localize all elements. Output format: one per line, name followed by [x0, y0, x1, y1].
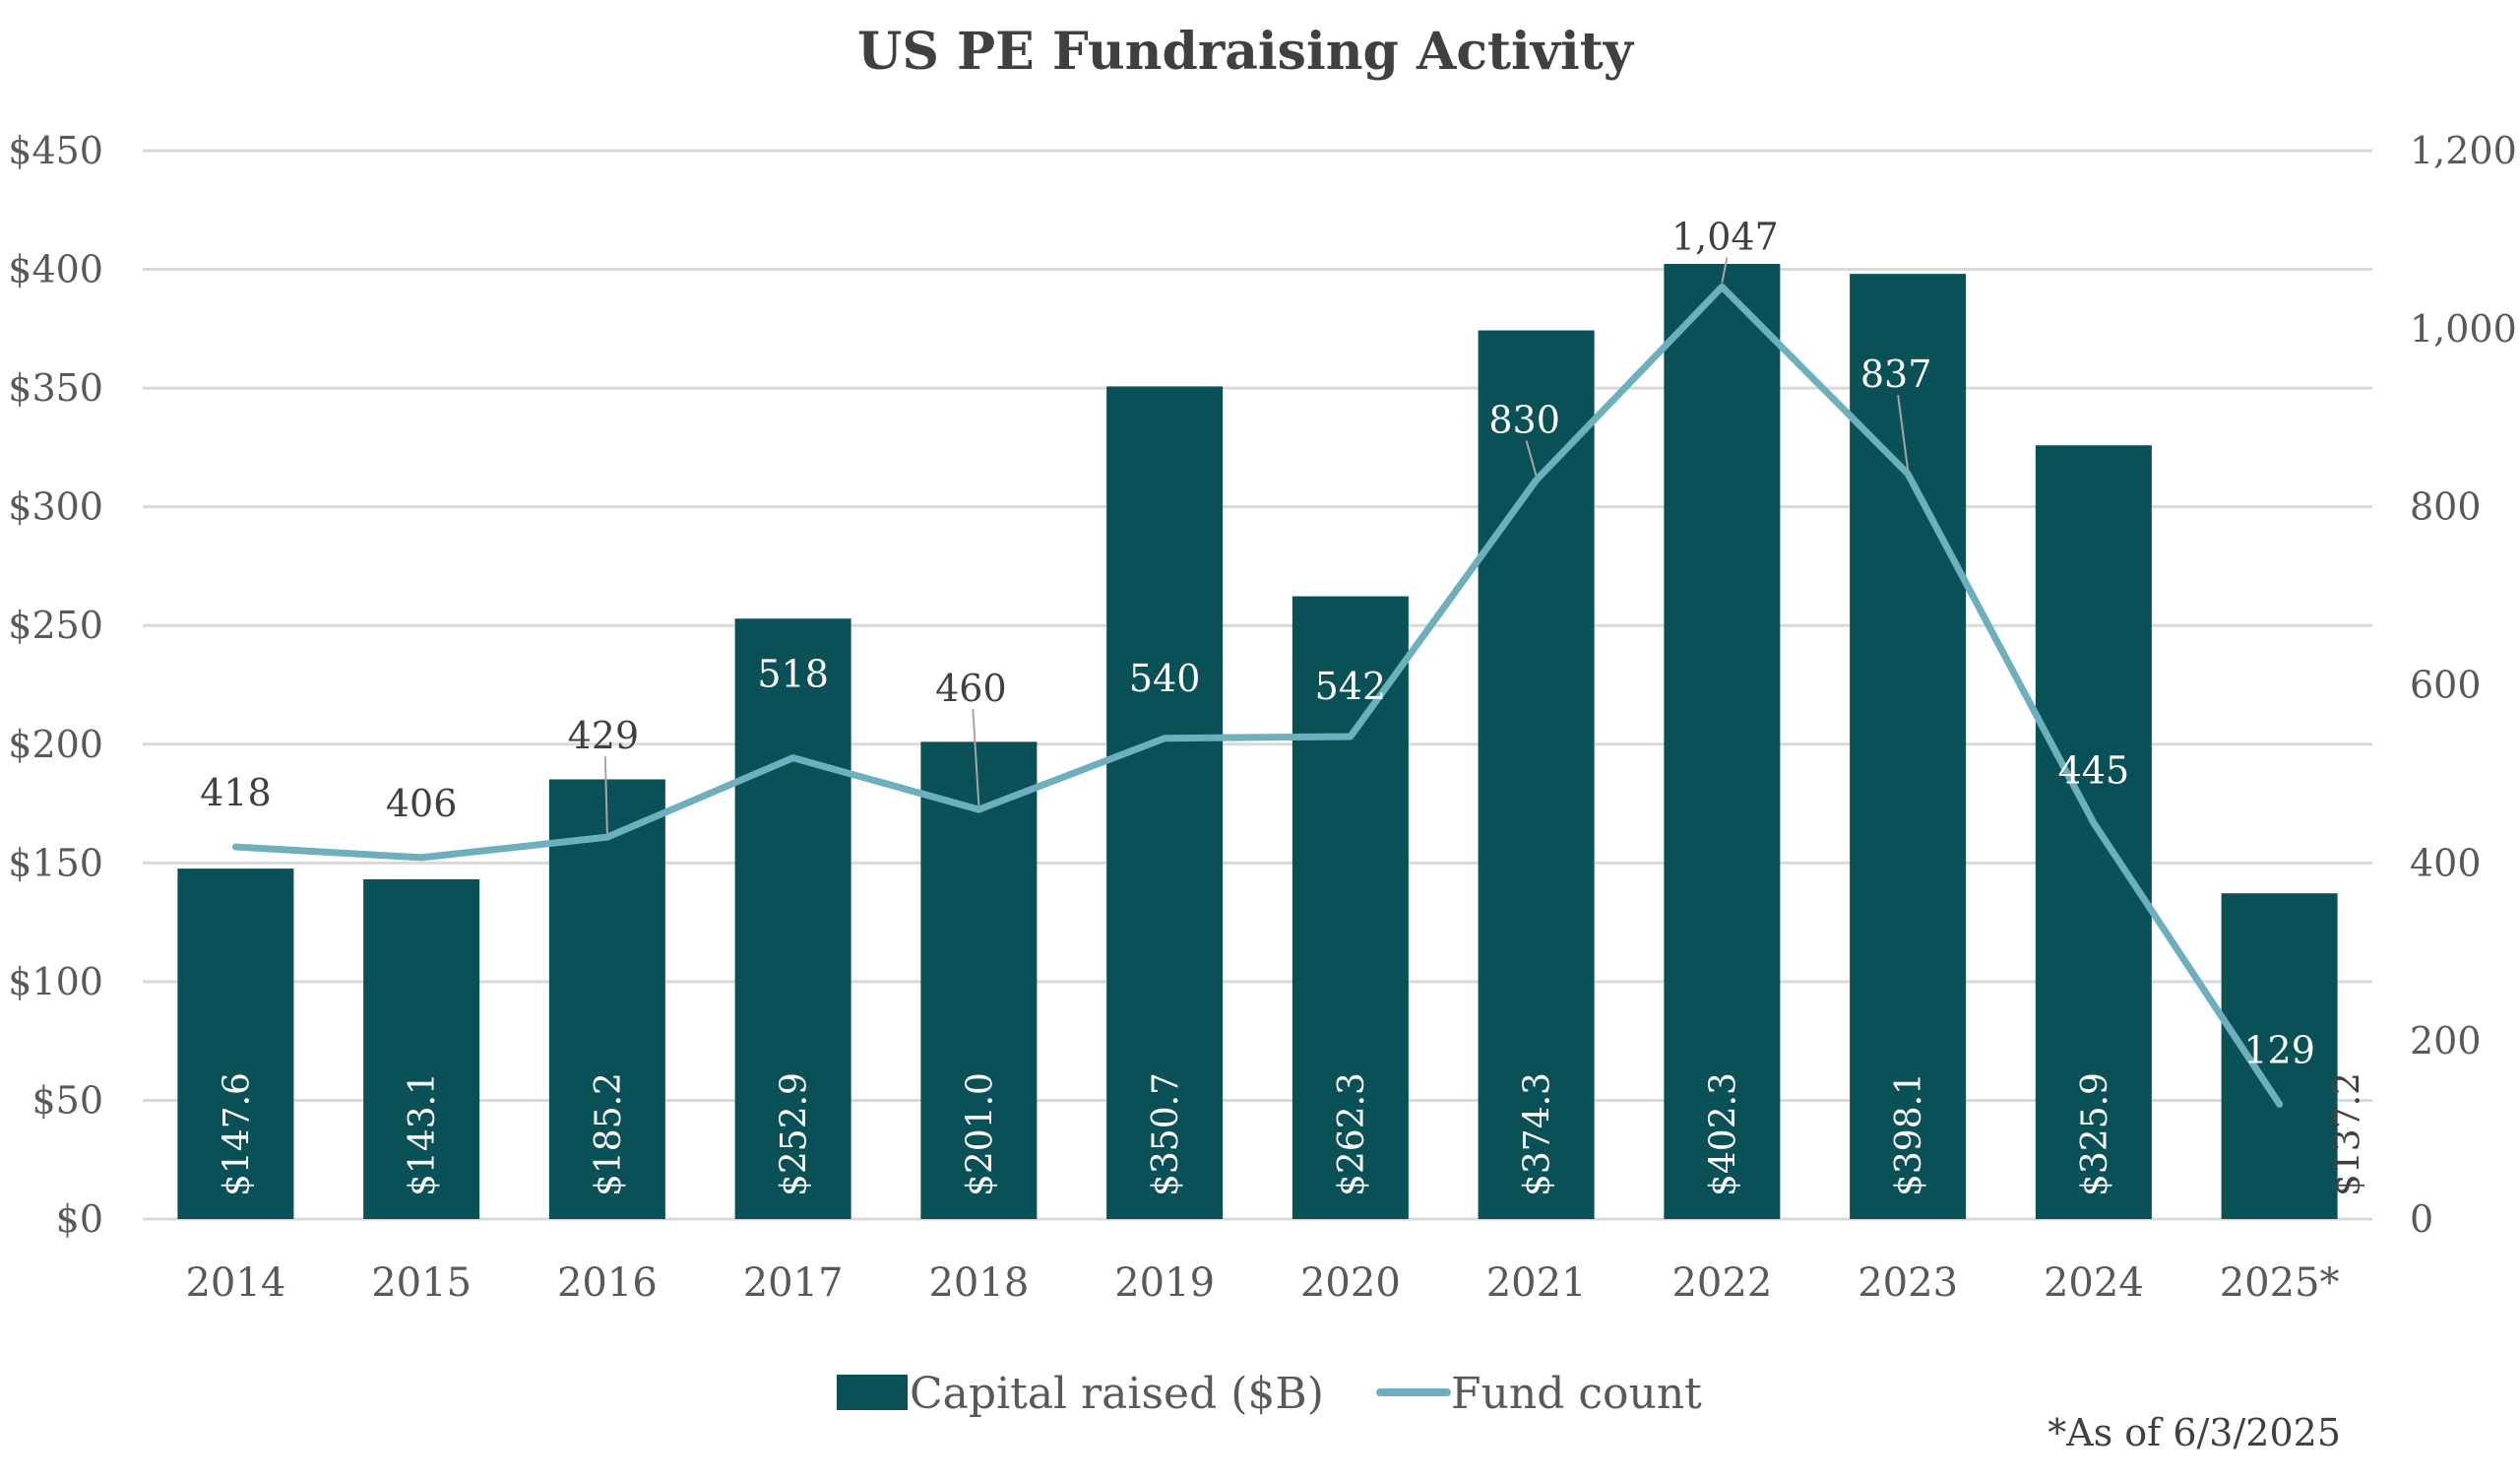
line-data-label: 837 [1860, 353, 1932, 396]
bar [2035, 445, 2152, 1220]
y-right-tick-label: 200 [2410, 1019, 2482, 1062]
y-right-tick-label: 400 [2410, 841, 2482, 884]
leader-line [972, 709, 980, 806]
y-right-tick-label: 1,000 [2410, 307, 2517, 351]
x-tick-label: 2021 [1486, 1260, 1587, 1306]
line-series [231, 283, 2284, 1108]
leader-line [1721, 257, 1729, 284]
y-left-tick-label: $200 [8, 723, 103, 766]
y-left-tick-label: $350 [8, 366, 103, 410]
bar-data-label: $325.9 [2075, 1072, 2115, 1196]
line-data-label: 518 [757, 653, 829, 696]
bar [920, 741, 1038, 1219]
x-tick-label: 2014 [185, 1260, 285, 1306]
x-tick-label: 2019 [1114, 1260, 1215, 1306]
line-labels: 418 406 429 518 460 540 542 830 1,047 837 445 129 [200, 215, 2315, 1071]
bar-data-label: $398.1 [1889, 1072, 1929, 1196]
leader-line [1897, 395, 1910, 471]
footnote: *As of 6/3/2025 [2048, 1411, 2341, 1454]
x-tick-label: 2016 [557, 1260, 658, 1306]
bar [2221, 893, 2338, 1219]
leader-line [603, 756, 608, 834]
x-tick-label: 2024 [2044, 1260, 2144, 1306]
legend: Capital raised ($B) Fund count [837, 1369, 1702, 1419]
x-tick-label: 2022 [1671, 1260, 1772, 1306]
x-tick-label: 2017 [743, 1260, 844, 1306]
bar-data-label: $137.2 [2328, 1072, 2368, 1196]
line-data-label: 129 [2243, 1028, 2315, 1071]
line-data-label: 1,047 [1671, 215, 1779, 258]
x-tick-label: 2020 [1300, 1260, 1401, 1306]
y-left-tick-label: $0 [56, 1197, 103, 1241]
legend-label-capital: Capital raised ($B) [910, 1369, 1324, 1419]
bar [1292, 596, 1409, 1219]
bar-data-label: $350.7 [1146, 1072, 1186, 1196]
y-left-tick-label: $100 [8, 960, 103, 1003]
line-data-label: 406 [386, 782, 458, 825]
bar [363, 878, 480, 1219]
y-left-tick-label: $150 [8, 841, 103, 884]
line-data-label: 540 [1129, 657, 1201, 700]
bar-data-label: $252.9 [775, 1072, 815, 1196]
bar-data-label: $143.1 [403, 1072, 443, 1196]
y-left-tick-label: $400 [8, 248, 103, 291]
bar-series [177, 264, 2338, 1220]
y-right-tick-label: 1,200 [2410, 129, 2517, 172]
bar [734, 618, 851, 1219]
x-tick-label: 2015 [371, 1260, 472, 1306]
line-data-label: 445 [2058, 749, 2130, 793]
line-data-label: 429 [568, 714, 640, 757]
bar-data-label: $374.3 [1518, 1072, 1558, 1196]
bar-data-label: $201.0 [960, 1072, 1000, 1196]
bar-data-label: $262.3 [1332, 1072, 1372, 1196]
y-left-tick-label: $50 [32, 1078, 103, 1122]
leader-line [1525, 440, 1538, 477]
legend-swatch-capital [837, 1375, 908, 1410]
y-right-tick-label: 800 [2410, 485, 2482, 529]
bar-data-label: $185.2 [589, 1072, 629, 1196]
chart-title: US PE Fundraising Activity [857, 22, 1635, 82]
bar [177, 869, 294, 1219]
bar [1106, 386, 1224, 1219]
bar [548, 779, 665, 1219]
line-data-label: 460 [935, 667, 1007, 710]
y-axis-left: $0 $50 $100 $150 $200 $250 $300 $350 $400 $450 [8, 129, 103, 1241]
x-tick-label: 2018 [928, 1260, 1029, 1306]
x-axis: 2014 2015 2016 2017 2018 2019 2020 2021 2022 2023… [185, 1260, 2339, 1306]
bar-data-label: $402.3 [1703, 1072, 1743, 1196]
y-left-tick-label: $450 [8, 129, 103, 172]
y-left-tick-label: $300 [8, 485, 103, 529]
legend-label-fund-count: Fund count [1451, 1369, 1702, 1419]
line-data-label: 542 [1315, 665, 1387, 708]
gridlines [143, 149, 2372, 1221]
bar-data-label: $147.6 [217, 1072, 257, 1196]
leader-lines [603, 257, 1910, 834]
y-left-tick-label: $250 [8, 604, 103, 647]
line-data-label: 418 [200, 771, 272, 814]
x-tick-label: 2023 [1858, 1260, 1958, 1306]
line-data-label: 830 [1488, 399, 1560, 442]
bar [1664, 264, 1781, 1219]
y-right-tick-label: 0 [2410, 1197, 2433, 1241]
bar-labels: $147.6 $143.1 $185.2 $252.9 $201.0 $350.7 $262… [217, 1072, 2367, 1196]
y-right-tick-label: 600 [2410, 664, 2482, 707]
y-axis-right: 0 200 400 600 800 1,000 1,200 [2410, 129, 2517, 1241]
x-tick-label: 2025* [2220, 1260, 2340, 1306]
fund-count-line [231, 283, 2284, 1108]
